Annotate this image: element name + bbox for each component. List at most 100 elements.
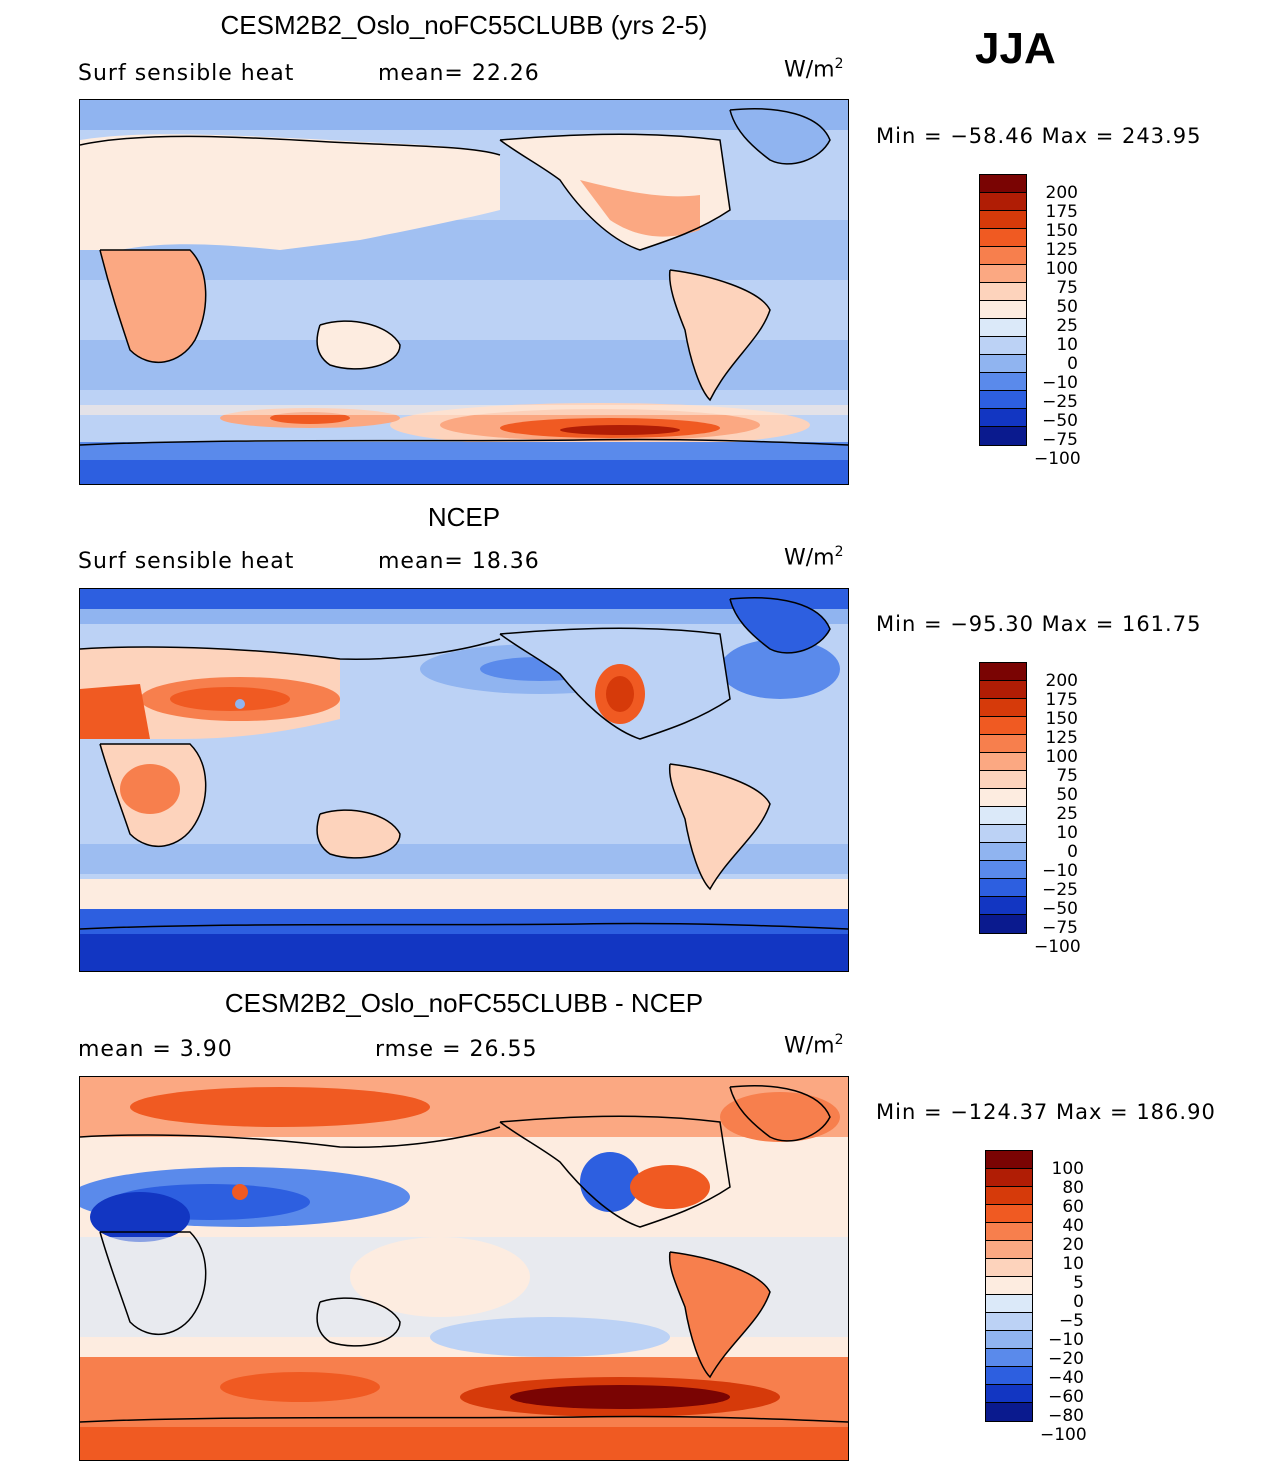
panel1-minmax: Min = −58.46 Max = 243.95	[876, 124, 1202, 148]
colorbar-swatch	[980, 717, 1026, 735]
colorbar-swatch	[980, 409, 1026, 427]
colorbar-swatch	[986, 1385, 1032, 1403]
colorbar-swatch	[986, 1313, 1032, 1331]
colorbar-swatch	[980, 861, 1026, 879]
colorbar-swatch	[980, 265, 1026, 283]
colorbar-swatch	[980, 897, 1026, 915]
colorbar-label: 50	[1056, 297, 1078, 317]
panel3-unit: W/m2	[784, 1032, 844, 1059]
panel3-title: CESM2B2_Oslo_noFC55CLUBB - NCEP	[224, 988, 704, 1018]
colorbar-swatch	[986, 1349, 1032, 1367]
colorbar-label: −25	[1042, 392, 1078, 412]
panel1-map	[79, 99, 849, 485]
colorbar-label: 100	[1051, 1159, 1084, 1179]
colorbar-swatch	[980, 247, 1026, 265]
colorbar-swatch	[980, 373, 1026, 391]
colorbar-swatch	[980, 663, 1026, 681]
colorbar-swatch	[986, 1223, 1032, 1241]
colorbar-label: 40	[1062, 1216, 1084, 1236]
colorbar-label: 25	[1056, 316, 1078, 336]
colorbar-swatch	[986, 1241, 1032, 1259]
colorbar-label: −80	[1048, 1406, 1084, 1426]
colorbar-swatch	[986, 1295, 1032, 1313]
colorbar-swatch	[980, 807, 1026, 825]
colorbar-swatch	[980, 735, 1026, 753]
colorbar-label: 100	[1045, 259, 1078, 279]
panel2-unit: W/m2	[784, 544, 844, 571]
colorbar-label: −50	[1042, 899, 1078, 919]
colorbar-label: 80	[1062, 1178, 1084, 1198]
colorbar-label: 50	[1056, 785, 1078, 805]
colorbar-label: 125	[1045, 240, 1078, 260]
colorbar-label: 175	[1045, 202, 1078, 222]
panel2-variable-label: Surf sensible heat	[78, 549, 295, 574]
panel1-unit: W/m2	[784, 56, 844, 83]
panel2-mean-label: mean= 18.36	[378, 549, 540, 574]
panel3-colorbar	[985, 1150, 1033, 1422]
colorbar-swatch	[980, 175, 1026, 193]
colorbar-swatch	[980, 915, 1026, 933]
colorbar-label: −75	[1042, 918, 1078, 938]
colorbar-label: 10	[1062, 1254, 1084, 1274]
colorbar-label: 25	[1056, 804, 1078, 824]
colorbar-label: 60	[1062, 1197, 1084, 1217]
panel1-variable-label: Surf sensible heat	[78, 61, 295, 86]
colorbar-label: 10	[1056, 335, 1078, 355]
panel1-colorbar-labels: 200 175 150 125 100 75 50 25 10 0 −10 −2…	[1034, 183, 1081, 469]
colorbar-label: −20	[1048, 1349, 1084, 1369]
colorbar-label: 150	[1045, 221, 1078, 241]
colorbar-swatch	[986, 1187, 1032, 1205]
colorbar-swatch	[980, 825, 1026, 843]
panel1-title: CESM2B2_Oslo_noFC55CLUBB (yrs 2-5)	[220, 10, 708, 40]
panel1-field-svg	[80, 100, 848, 484]
colorbar-label: 125	[1045, 728, 1078, 748]
colorbar-label: 5	[1073, 1273, 1084, 1293]
panel3-colorbar-labels: 100 80 60 40 20 10 5 0 −5 −10 −20 −40 −6…	[1040, 1159, 1087, 1445]
panel2-colorbar	[979, 662, 1027, 934]
colorbar-label: 175	[1045, 690, 1078, 710]
colorbar-label: −100	[1034, 449, 1081, 469]
colorbar-label: −40	[1048, 1368, 1084, 1388]
colorbar-swatch	[980, 211, 1026, 229]
colorbar-label: −75	[1042, 430, 1078, 450]
colorbar-swatch	[986, 1151, 1032, 1169]
colorbar-swatch	[980, 319, 1026, 337]
colorbar-label: 100	[1045, 747, 1078, 767]
colorbar-swatch	[986, 1205, 1032, 1223]
colorbar-swatch	[986, 1259, 1032, 1277]
colorbar-label: −60	[1048, 1387, 1084, 1407]
colorbar-swatch	[980, 355, 1026, 373]
colorbar-swatch	[980, 753, 1026, 771]
colorbar-swatch	[986, 1331, 1032, 1349]
colorbar-swatch	[986, 1367, 1032, 1385]
panel2-title: NCEP	[427, 502, 501, 532]
colorbar-label: −100	[1034, 937, 1081, 957]
colorbar-label: −5	[1058, 1311, 1084, 1331]
season-label: JJA	[975, 24, 1056, 73]
colorbar-label: 0	[1067, 354, 1078, 374]
colorbar-swatch	[980, 427, 1026, 445]
colorbar-label: 150	[1045, 709, 1078, 729]
panel1-colorbar	[979, 174, 1027, 446]
panel2-field-svg	[80, 589, 848, 971]
colorbar-swatch	[980, 843, 1026, 861]
colorbar-label: 200	[1045, 183, 1078, 203]
colorbar-label: −10	[1042, 373, 1078, 393]
colorbar-swatch	[980, 771, 1026, 789]
colorbar-swatch	[980, 283, 1026, 301]
panel3-rmse-label: rmse = 26.55	[375, 1037, 538, 1062]
colorbar-swatch	[980, 391, 1026, 409]
colorbar-label: −10	[1042, 861, 1078, 881]
colorbar-label: 75	[1056, 766, 1078, 786]
colorbar-swatch	[986, 1169, 1032, 1187]
panel3-minmax: Min = −124.37 Max = 186.90	[876, 1100, 1216, 1124]
panel1-mean-label: mean= 22.26	[378, 61, 540, 86]
panel2-map	[79, 588, 849, 972]
colorbar-swatch	[980, 879, 1026, 897]
colorbar-label: −25	[1042, 880, 1078, 900]
colorbar-swatch	[980, 337, 1026, 355]
colorbar-swatch	[980, 681, 1026, 699]
colorbar-label: −100	[1040, 1425, 1087, 1445]
colorbar-label: −50	[1042, 411, 1078, 431]
colorbar-label: 20	[1062, 1235, 1084, 1255]
